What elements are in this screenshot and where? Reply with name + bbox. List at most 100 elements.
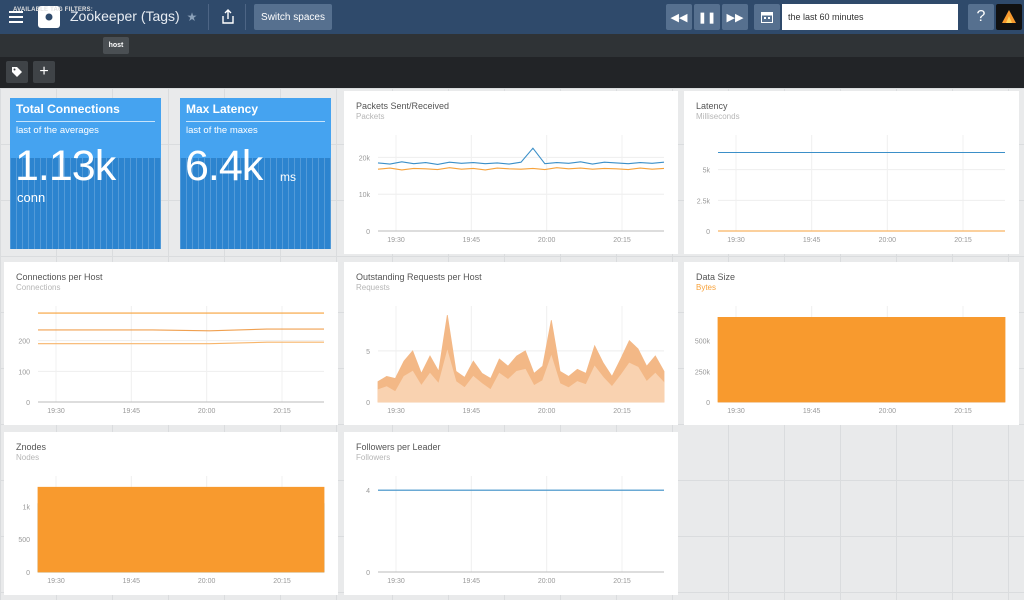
app-logo-icon[interactable] [38, 6, 60, 28]
x-tick-label: 20:00 [879, 408, 897, 415]
tag-filter-host[interactable]: host [103, 37, 129, 54]
panel-title: Packets Sent/Received [356, 101, 450, 111]
x-tick-label: 20:00 [879, 237, 897, 244]
dashboard-title: Zookeeper (Tags) [70, 8, 180, 24]
panel-znodes[interactable]: Znodes Nodes 0 500 1k 19:30 19:45 20:00 20:15 [4, 432, 338, 595]
x-tick-label: 19:30 [47, 408, 65, 415]
panel-packets[interactable]: Packets Sent/Received Packets 0 10k 20k 19:… [344, 91, 678, 254]
filter-bar [0, 34, 1024, 57]
panel-latency[interactable]: Latency Milliseconds 0 2.5k 5k 19:30 19:45 20… [684, 91, 1019, 254]
time-range-input[interactable] [782, 4, 958, 30]
x-tick-label: 20:00 [538, 237, 556, 244]
panel-title: Znodes [16, 442, 47, 452]
calendar-button[interactable] [754, 4, 780, 30]
kpi-sparkbars [10, 158, 161, 249]
add-widget-button[interactable]: + [33, 61, 55, 83]
pause-button[interactable]: ❚❚ [694, 4, 720, 30]
panel-connections[interactable]: Connections per Host Connections 0 100 200… [4, 262, 338, 425]
series-line-1 [377, 167, 665, 171]
tag-icon [12, 67, 22, 77]
divider [208, 4, 209, 30]
y-tick-label: 0 [366, 229, 370, 236]
dashboard-toolbar [0, 57, 1024, 88]
y-tick-label: 5 [366, 349, 370, 356]
panel-datasize[interactable]: Data Size Bytes 0 250k 500k 19:30 19:45 20:00… [684, 262, 1019, 425]
series-line-2 [38, 341, 324, 345]
x-tick-label: 20:00 [538, 408, 556, 415]
series-area-1 [377, 349, 665, 403]
x-tick-label: 20:15 [613, 237, 631, 244]
latency-chart: 0 2.5k 5k 19:30 19:45 20:00 20:15 [697, 135, 1005, 244]
x-tick-label: 20:15 [954, 408, 972, 415]
y-tick-label: 1k [23, 504, 31, 511]
packets-chart: 0 10k 20k 19:30 19:45 20:00 20:15 [359, 135, 665, 244]
help-button[interactable]: ? [968, 4, 994, 30]
share-icon[interactable] [219, 8, 237, 26]
y-tick-label: 4 [366, 488, 370, 495]
kpi-unit: ms [280, 170, 296, 184]
y-tick-label: 250k [695, 369, 711, 376]
panel-unit: Followers [356, 453, 391, 462]
followers-chart: 0 4 19:30 19:45 20:00 20:15 [366, 476, 664, 585]
y-tick-label: 0 [366, 570, 370, 577]
y-tick-label: 200 [18, 339, 30, 346]
x-tick-label: 19:30 [387, 578, 405, 585]
fast-forward-button[interactable]: ▶▶ [722, 4, 748, 30]
x-tick-label: 20:15 [613, 408, 631, 415]
kpi-subtitle: last of the maxes [186, 125, 258, 136]
series-line-0 [377, 147, 665, 165]
x-tick-label: 19:30 [47, 578, 65, 585]
panel-title: Connections per Host [16, 272, 103, 282]
kpi-total-connections[interactable]: Total Connections last of the averages 1… [10, 98, 161, 249]
kpi-subtitle: last of the averages [16, 125, 99, 136]
outstanding-chart: 0 5 19:30 19:45 20:00 20:15 [366, 306, 665, 415]
panel-unit: Connections [16, 283, 61, 292]
panel-unit: Milliseconds [696, 112, 740, 121]
x-tick-label: 20:15 [954, 237, 972, 244]
x-tick-label: 19:45 [463, 408, 481, 415]
kpi-sparkbars [180, 158, 331, 249]
kpi-divider [186, 121, 325, 122]
x-tick-label: 19:30 [727, 408, 745, 415]
panel-unit: Packets [356, 112, 385, 121]
x-tick-label: 20:00 [198, 408, 216, 415]
kpi-unit: conn [17, 190, 46, 205]
y-tick-label: 500 [18, 537, 30, 544]
panel-title: Latency [696, 101, 728, 111]
kpi-value: 1.13k [15, 142, 116, 190]
x-tick-label: 19:45 [463, 237, 481, 244]
x-tick-label: 20:00 [198, 578, 216, 585]
menu-icon[interactable] [8, 9, 24, 25]
x-tick-label: 19:45 [463, 578, 481, 585]
y-tick-label: 0 [366, 400, 370, 407]
user-avatar[interactable] [996, 4, 1022, 30]
x-tick-label: 19:45 [803, 237, 821, 244]
star-icon[interactable]: ★ [186, 10, 198, 24]
panel-unit: Bytes [696, 283, 717, 292]
datasize-chart: 0 250k 500k 19:30 19:45 20:00 20:15 [695, 306, 1006, 415]
kpi-title: Max Latency [186, 102, 259, 116]
x-tick-label: 20:15 [613, 578, 631, 585]
x-tick-label: 19:30 [387, 237, 405, 244]
rewind-button[interactable]: ◀◀ [666, 4, 692, 30]
panel-outstanding[interactable]: Outstanding Requests per Host Requests 0… [344, 262, 678, 425]
panel-unit: Requests [356, 283, 390, 292]
switch-spaces-button[interactable]: Switch spaces [254, 4, 332, 30]
panel-title: Followers per Leader [356, 442, 441, 452]
x-tick-label: 19:45 [123, 408, 141, 415]
y-tick-label: 0 [26, 400, 30, 407]
series-line-1 [38, 328, 324, 332]
filter-label: AVAILABLE TAG FILTERS: [13, 7, 93, 13]
x-tick-label: 19:30 [387, 408, 405, 415]
y-tick-label: 500k [695, 339, 711, 346]
y-tick-label: 0 [706, 229, 710, 236]
x-tick-label: 19:30 [727, 237, 745, 244]
panel-followers[interactable]: Followers per Leader Followers 0 4 19:30 19… [344, 432, 678, 595]
x-tick-label: 19:45 [123, 578, 141, 585]
kpi-max-latency[interactable]: Max Latency last of the maxes 6.4k ms [180, 98, 331, 249]
y-tick-label: 0 [706, 400, 710, 407]
tag-button[interactable] [6, 61, 28, 83]
x-tick-label: 20:15 [273, 578, 291, 585]
y-tick-label: 10k [359, 192, 371, 199]
panel-title: Data Size [696, 272, 736, 282]
